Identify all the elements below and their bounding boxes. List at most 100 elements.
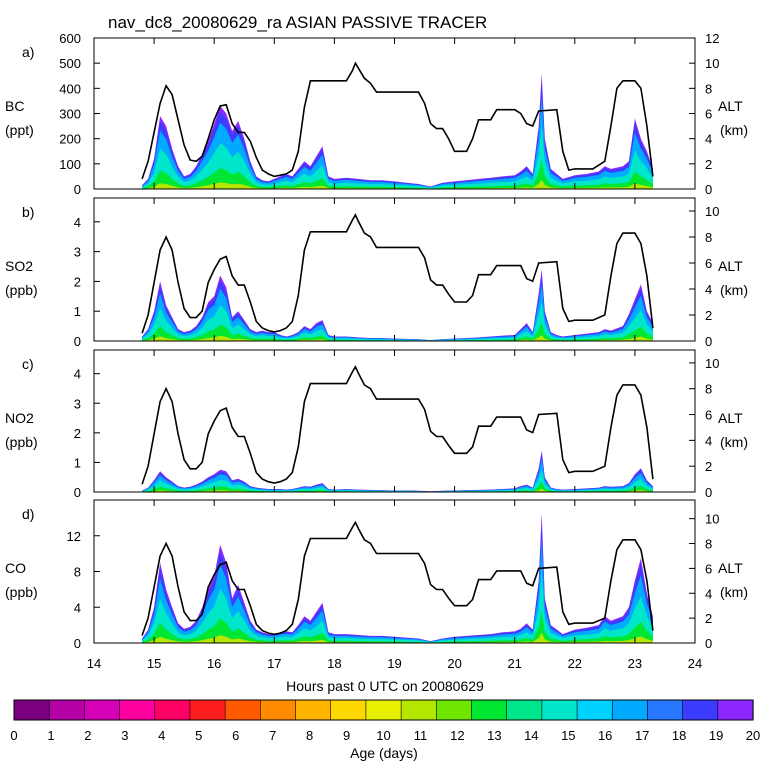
colorbar-tick-label: 11 — [414, 728, 428, 743]
colorbar-tick-label: 12 — [450, 728, 464, 743]
y-tick-label: 4 — [74, 367, 81, 382]
colorbar-swatch — [506, 699, 543, 721]
colorbar-swatch — [682, 699, 719, 721]
y2-axis-unit: (km) — [720, 282, 748, 298]
y2-axis-unit: (km) — [720, 122, 748, 138]
y2-tick-label: 2 — [705, 308, 712, 323]
colorbar-swatch — [647, 699, 684, 721]
y-axis-label: BC — [5, 98, 24, 114]
y-tick-label: 500 — [59, 56, 81, 71]
colorbar-tick-label: 4 — [158, 728, 165, 743]
y-axis-unit: (ppt) — [5, 122, 34, 138]
plot-frame — [93, 197, 696, 342]
y2-tick-label: 2 — [705, 611, 712, 626]
y-tick-label: 0 — [74, 485, 81, 500]
y2-tick-label: 10 — [705, 56, 719, 71]
y-tick-label: 1 — [74, 304, 81, 319]
tracer-band-1 — [142, 323, 653, 341]
colorbar-tick-label: 8 — [306, 728, 313, 743]
colorbar-tick-label: 7 — [269, 728, 276, 743]
y-axis-label: CO — [5, 560, 26, 576]
y2-tick-label: 4 — [705, 586, 712, 601]
tracer-base-band — [142, 335, 653, 341]
y-axis-label: NO2 — [5, 410, 34, 426]
y-axis-unit: (ppb) — [5, 584, 38, 600]
colorbar-swatch — [48, 699, 85, 721]
y-axis-label: SO2 — [5, 258, 33, 274]
y-tick-label: 3 — [74, 245, 81, 260]
y-tick-label: 100 — [59, 157, 81, 172]
colorbar-swatch — [13, 699, 50, 721]
y2-tick-label: 0 — [705, 334, 712, 349]
y2-tick-label: 0 — [705, 636, 712, 651]
y-tick-label: 2 — [74, 274, 81, 289]
colorbar-tick-label: 9 — [343, 728, 350, 743]
y2-axis-label: ALT — [718, 410, 743, 426]
colorbar-swatch — [154, 699, 191, 721]
y-tick-label: 400 — [59, 81, 81, 96]
y2-tick-label: 2 — [705, 459, 712, 474]
figure-title: nav_dc8_20080629_ra ASIAN PASSIVE TRACER — [108, 13, 487, 32]
colorbar-swatch — [365, 699, 402, 721]
plot-frame — [93, 349, 696, 493]
tracer-band-2 — [142, 571, 653, 643]
y2-axis-label: ALT — [718, 98, 743, 114]
y-tick-label: 300 — [59, 107, 81, 122]
y-tick-label: 0 — [74, 182, 81, 197]
y2-tick-label: 4 — [705, 132, 712, 147]
colorbar-swatch — [189, 699, 226, 721]
y-tick-label: 600 — [59, 31, 81, 46]
colorbar-tick-label: 3 — [121, 728, 128, 743]
panel-letter: a) — [22, 44, 34, 60]
altitude-line — [141, 365, 654, 485]
colorbar-swatch — [717, 699, 754, 721]
colorbar-tick-label: 18 — [672, 728, 686, 743]
colorbar-swatch — [119, 699, 156, 721]
colorbar: 0 1 2 3 4 5 6 7 8 9 10 11 12 13 14 15 16 17 18 19 20 — [10, 699, 760, 743]
colorbar-swatch — [295, 699, 332, 721]
colorbar-tick-label: 14 — [524, 728, 538, 743]
colorbar-tick-label: 0 — [10, 728, 17, 743]
colorbar-tick-label: 2 — [84, 728, 91, 743]
x-axis-label: Hours past 0 UTC on 20080629 — [286, 678, 484, 694]
colorbar-tick-label: 15 — [561, 728, 575, 743]
panel-4: 0 4 8 12 0 2 4 6 8 10 d) CO (ppb) ALT (km) — [5, 499, 748, 651]
y2-tick-label: 2 — [705, 157, 712, 172]
y-tick-label: 4 — [74, 600, 81, 615]
y2-tick-label: 6 — [705, 256, 712, 271]
x-tick-label: 24 — [688, 656, 702, 671]
x-tick-label: 17 — [267, 656, 281, 671]
panel-3: 0 1 2 3 4 0 2 4 6 8 10 c) NO2 (ppb) ALT (km) — [5, 349, 748, 500]
tracer-band-2 — [142, 125, 653, 189]
y2-tick-label: 10 — [705, 204, 719, 219]
y-tick-label: 1 — [74, 455, 81, 470]
x-tick-label: 21 — [507, 656, 521, 671]
colorbar-swatch — [260, 699, 297, 721]
altitude-line — [141, 213, 654, 334]
colorbar-tick-label: 19 — [709, 728, 723, 743]
x-tick-label: 23 — [628, 656, 642, 671]
colorbar-tick-label: 1 — [47, 728, 54, 743]
y2-tick-label: 8 — [705, 537, 712, 552]
colorbar-swatch — [84, 699, 121, 721]
x-tick-label: 16 — [207, 656, 221, 671]
y2-tick-label: 0 — [705, 182, 712, 197]
y2-axis-unit: (km) — [720, 434, 748, 450]
y2-tick-label: 10 — [705, 356, 719, 371]
y2-tick-label: 6 — [705, 107, 712, 122]
y-tick-label: 8 — [74, 565, 81, 580]
panel-letter: c) — [22, 356, 34, 372]
y2-tick-label: 6 — [705, 408, 712, 423]
altitude-line — [141, 520, 654, 636]
colorbar-tick-label: 6 — [232, 728, 239, 743]
x-tick-label: 18 — [327, 656, 341, 671]
y-tick-label: 0 — [74, 334, 81, 349]
colorbar-swatch — [541, 699, 578, 721]
panel-letter: d) — [22, 506, 34, 522]
x-tick-label: 22 — [568, 656, 582, 671]
y2-tick-label: 8 — [705, 382, 712, 397]
y-axis-unit: (ppb) — [5, 282, 38, 298]
panels: 0100200300400500600024681012a)BC(ppt)ALT… — [5, 31, 748, 671]
colorbar-tick-label: 5 — [195, 728, 202, 743]
y2-axis-unit: (km) — [720, 584, 748, 600]
